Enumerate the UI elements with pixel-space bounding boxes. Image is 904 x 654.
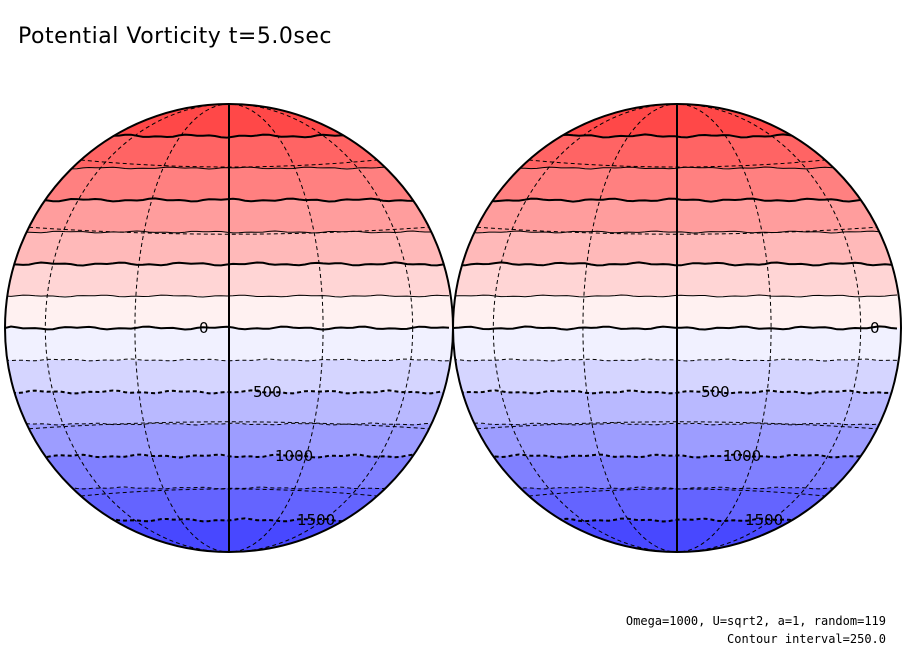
contour-line [5, 166, 450, 170]
latitude-line [476, 421, 878, 430]
latitude-line [476, 226, 878, 235]
meridian-line [44, 104, 414, 552]
contour-line [453, 230, 898, 234]
contour-interval-text: Contour interval=250.0 [727, 632, 886, 646]
contour-line [453, 389, 898, 395]
meridian-line [582, 104, 772, 552]
contour-line [5, 261, 450, 267]
zero-contour-line [5, 325, 450, 331]
contour-label: 0 [870, 319, 880, 337]
contour-label: 500 [253, 383, 282, 401]
contour-label: 1000 [275, 447, 313, 465]
contour-line [5, 389, 450, 395]
contour-line [453, 453, 898, 459]
contour-label: 1500 [745, 511, 783, 529]
contour-line [453, 166, 898, 170]
chart-title: Potential Vorticity t=5.0sec [18, 24, 332, 49]
contour-label: 1000 [723, 447, 761, 465]
meridian-line [492, 104, 862, 552]
contour-line [453, 197, 898, 203]
meridian-line [134, 104, 324, 552]
contour-line [453, 294, 898, 298]
zero-contour-line [453, 325, 898, 331]
contour-label: 0 [199, 319, 209, 337]
left-hemisphere-overlay: 0 500 1000 1500 [4, 103, 454, 553]
parameters-text: Omega=1000, U=sqrt2, a=1, random=119 [625, 614, 886, 628]
contour-line [5, 197, 450, 203]
contour-line [5, 230, 450, 234]
latitude-line [28, 421, 430, 430]
contour-line [453, 261, 898, 267]
globe-outline [452, 103, 902, 553]
contour-line [5, 294, 450, 298]
right-hemisphere-overlay: 0 500 1000 1500 [452, 103, 902, 553]
contour-label: 1500 [297, 511, 335, 529]
latitude-line [28, 226, 430, 235]
contour-label: 500 [701, 383, 730, 401]
contour-line [5, 453, 450, 459]
